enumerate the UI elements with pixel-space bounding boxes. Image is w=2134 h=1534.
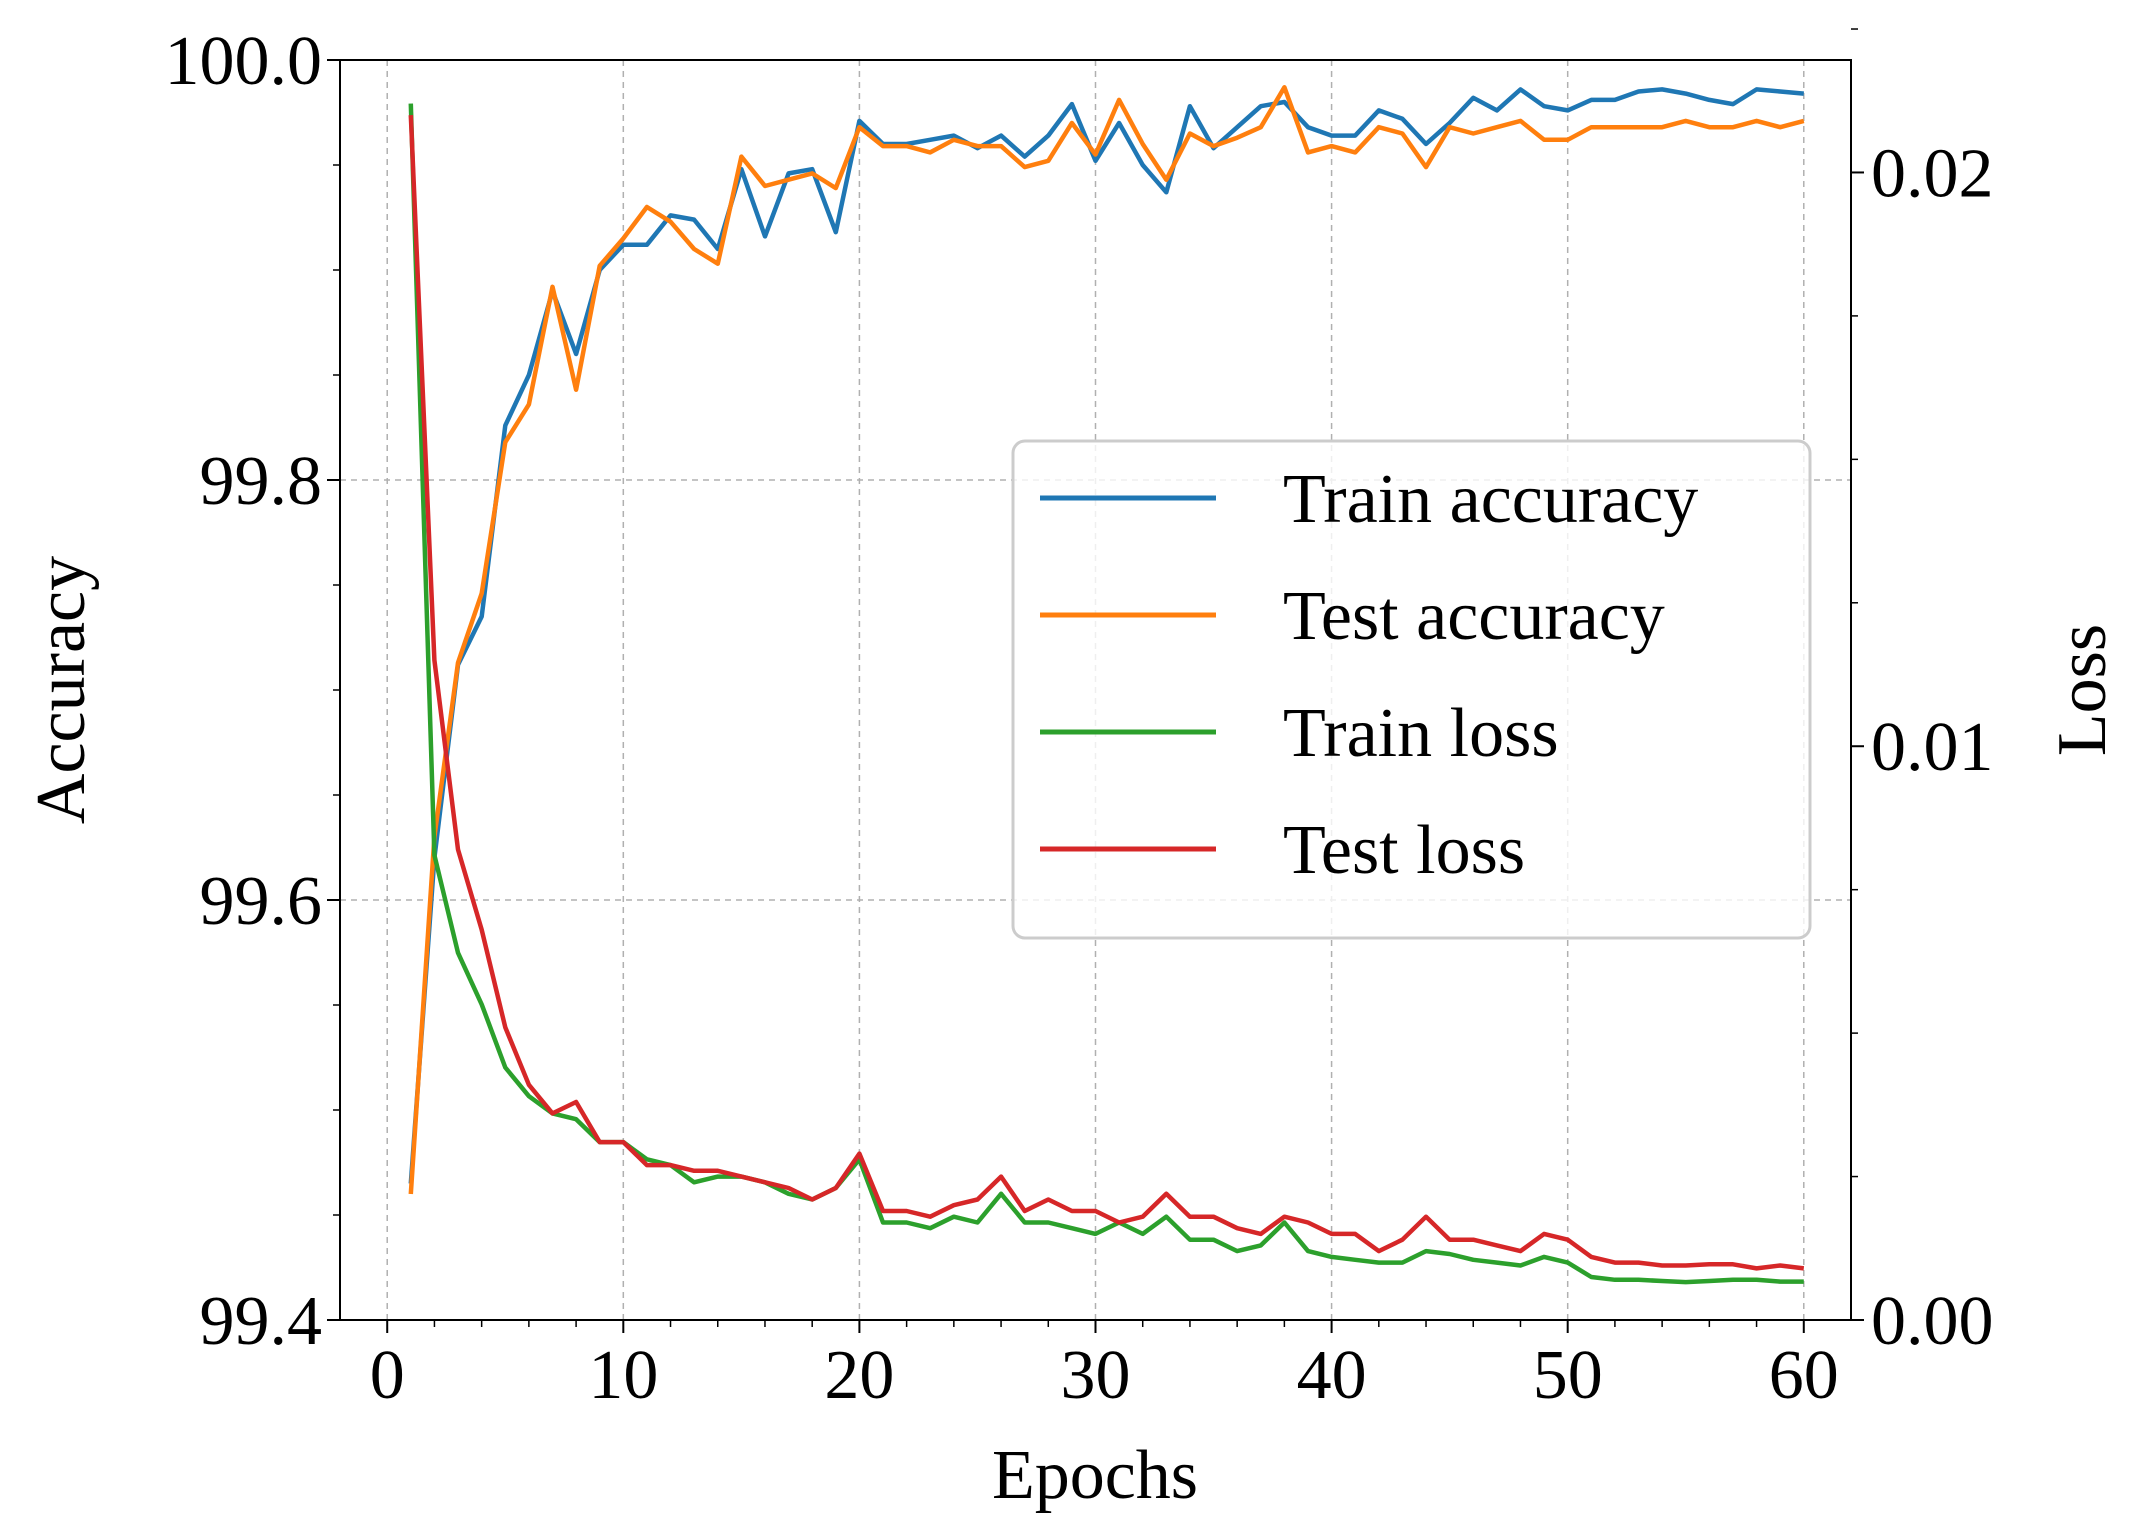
y-axis-label-right: Loss [2044, 624, 2121, 756]
series-line-test-loss [408, 115, 1805, 1271]
legend: Train accuracy Test accuracy Train loss Tes… [1011, 439, 1812, 940]
y-axis-label-left: Accuracy [23, 556, 100, 824]
y-left-tick-label: 99.6 [200, 863, 323, 940]
y-left-tick-label: 100.0 [165, 23, 323, 100]
series-line-train-loss [408, 103, 1804, 1285]
y-right-tick-label: 0.01 [1871, 709, 1994, 786]
series-line-test-accuracy [408, 85, 1805, 1195]
y-right-tick-label: 0.02 [1871, 135, 1994, 212]
x-axis-label: Epochs [992, 1437, 1198, 1514]
legend-label-test-accuracy: Test accuracy [1283, 578, 1665, 655]
x-tick-label: 20 [824, 1337, 894, 1414]
legend-label-train-accuracy: Train accuracy [1283, 461, 1698, 538]
ticks-layer: 0 10 20 30 40 50 60 99.4 99.6 99.8 100.0 0.00 0.01 0.… [165, 23, 1994, 1414]
x-tick-label: 50 [1533, 1337, 1603, 1414]
x-tick-label: 40 [1297, 1337, 1367, 1414]
y-left-tick-label: 99.8 [200, 443, 323, 520]
legend-label-train-loss: Train loss [1283, 695, 1559, 772]
x-tick-label: 10 [588, 1337, 658, 1414]
x-tick-label: 0 [370, 1337, 405, 1414]
y-right-tick-label: 0.00 [1871, 1283, 1994, 1360]
legend-label-test-loss: Test loss [1283, 812, 1525, 889]
series-line-train-accuracy [408, 87, 1804, 1184]
x-tick-label: 60 [1769, 1337, 1839, 1414]
series-layer [408, 85, 1805, 1285]
x-tick-label: 30 [1061, 1337, 1131, 1414]
legend-box [1011, 439, 1812, 940]
y-left-tick-label: 99.4 [200, 1283, 323, 1360]
